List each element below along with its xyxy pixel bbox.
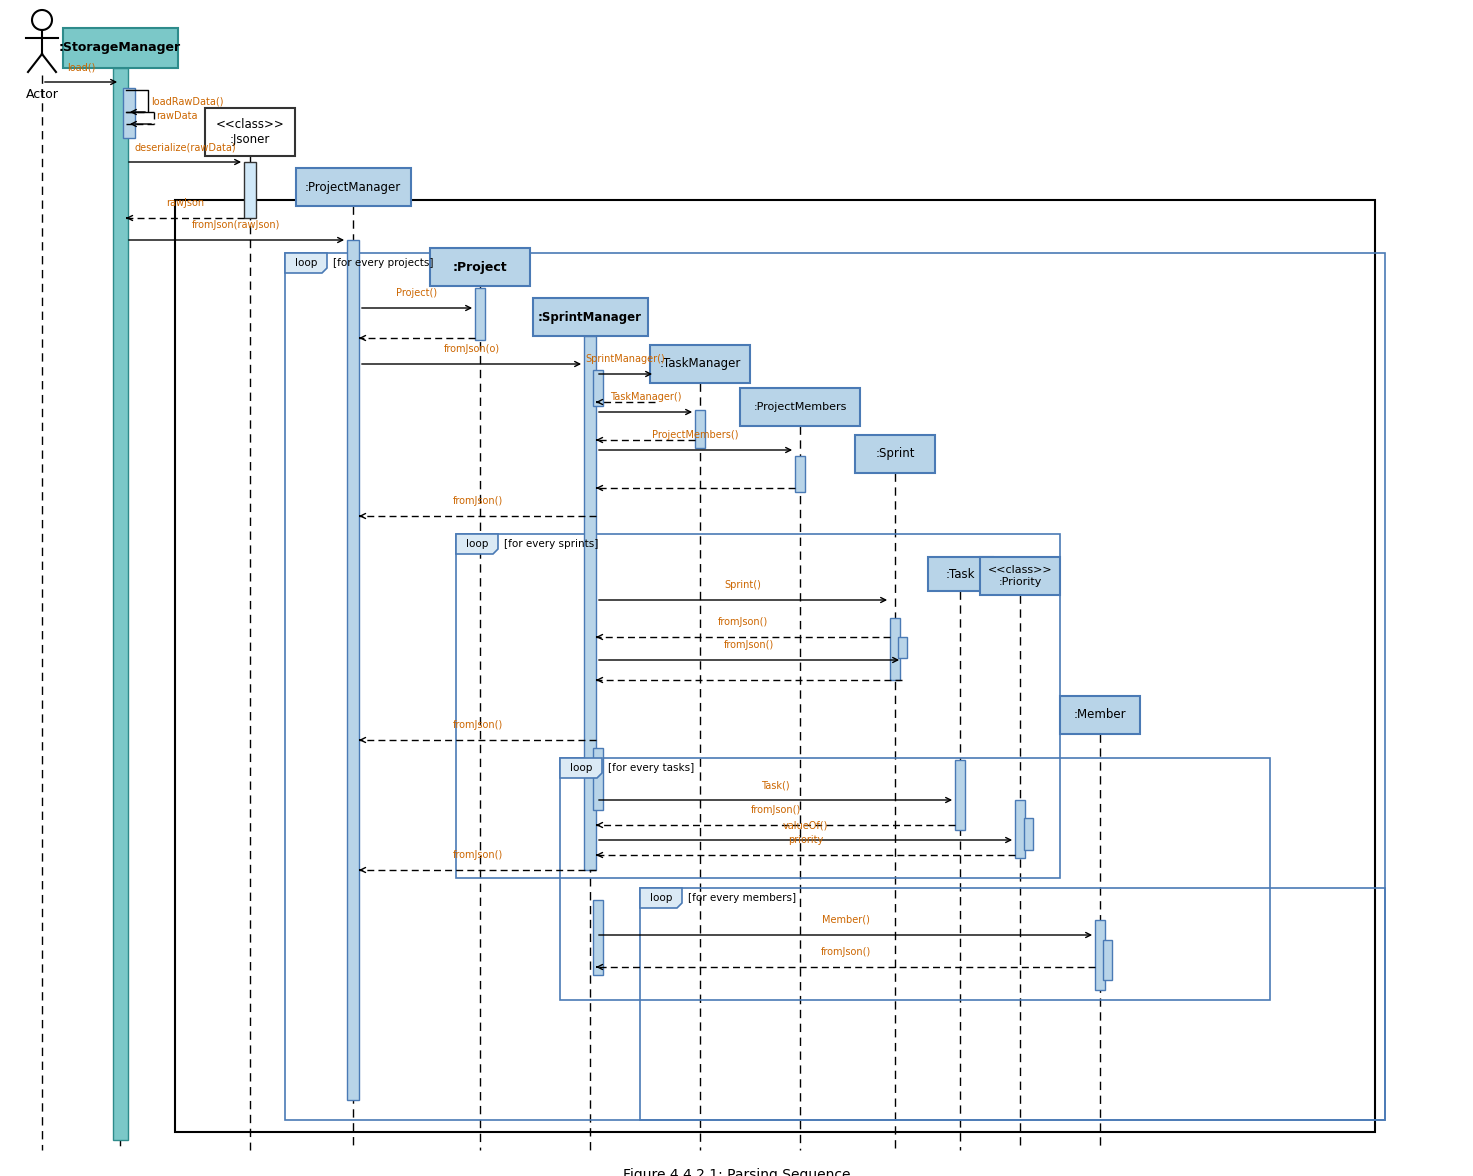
FancyBboxPatch shape (928, 557, 993, 592)
Text: SprintManager(): SprintManager() (586, 354, 666, 365)
FancyBboxPatch shape (1024, 818, 1033, 850)
Text: ProjectMembers(): ProjectMembers() (653, 430, 739, 440)
Text: Project(): Project() (396, 288, 437, 298)
FancyBboxPatch shape (1061, 696, 1140, 734)
Text: :ProjectMembers: :ProjectMembers (753, 402, 847, 412)
Text: [for every members]: [for every members] (688, 893, 795, 903)
Text: :ProjectManager: :ProjectManager (305, 180, 401, 194)
Text: :TaskManager: :TaskManager (660, 358, 741, 370)
Text: TaskManager(): TaskManager() (610, 392, 681, 402)
FancyBboxPatch shape (890, 619, 900, 680)
Text: loop: loop (570, 763, 592, 773)
Text: [for every projects]: [for every projects] (333, 258, 433, 268)
Text: fromJson(): fromJson() (452, 496, 502, 506)
FancyBboxPatch shape (795, 456, 806, 492)
Text: load(): load() (66, 62, 96, 72)
Text: fromJson(o): fromJson(o) (443, 345, 499, 354)
Polygon shape (457, 534, 498, 554)
FancyBboxPatch shape (897, 637, 906, 659)
Text: loadRawData(): loadRawData() (152, 96, 224, 106)
Text: loop: loop (650, 893, 672, 903)
Text: <<class>>
:Jsoner: <<class>> :Jsoner (215, 118, 284, 146)
Text: Figure 4.4.2.1: Parsing Sequence: Figure 4.4.2.1: Parsing Sequence (623, 1168, 850, 1176)
FancyBboxPatch shape (980, 557, 1061, 595)
FancyBboxPatch shape (1102, 940, 1112, 980)
FancyBboxPatch shape (739, 388, 860, 426)
Text: [for every sprints]: [for every sprints] (504, 539, 598, 549)
Text: priority: priority (788, 835, 823, 846)
Text: valueOf(): valueOf() (782, 820, 828, 830)
Text: fromJson(): fromJson() (452, 850, 502, 860)
FancyBboxPatch shape (205, 108, 295, 156)
Text: deserialize(rawData): deserialize(rawData) (134, 142, 236, 152)
FancyBboxPatch shape (650, 345, 750, 383)
Text: loop: loop (465, 539, 488, 549)
Text: :SprintManager: :SprintManager (538, 310, 642, 323)
Text: fromJson(): fromJson() (723, 640, 775, 650)
FancyBboxPatch shape (594, 370, 602, 406)
FancyBboxPatch shape (583, 336, 597, 870)
FancyBboxPatch shape (348, 240, 359, 1100)
Text: loop: loop (295, 258, 317, 268)
Text: rawJson: rawJson (166, 198, 205, 208)
Text: Actor: Actor (25, 88, 59, 101)
Text: :Project: :Project (452, 261, 507, 274)
Text: fromJson(): fromJson() (452, 720, 502, 730)
FancyBboxPatch shape (124, 88, 136, 138)
Text: Member(): Member() (822, 915, 869, 926)
Text: :Member: :Member (1074, 708, 1127, 722)
Polygon shape (560, 759, 602, 779)
FancyBboxPatch shape (430, 248, 530, 286)
Text: fromJson(): fromJson() (820, 947, 871, 957)
FancyBboxPatch shape (1015, 800, 1025, 858)
Text: fromJson(rawJson): fromJson(rawJson) (193, 220, 281, 230)
FancyBboxPatch shape (245, 162, 256, 218)
Text: rawData: rawData (156, 111, 197, 121)
FancyBboxPatch shape (533, 298, 648, 336)
Text: Sprint(): Sprint() (725, 580, 762, 590)
FancyBboxPatch shape (62, 28, 178, 68)
Polygon shape (639, 888, 682, 908)
FancyBboxPatch shape (1094, 920, 1105, 990)
Text: fromJson(): fromJson() (750, 806, 801, 815)
Text: <<class>>
:Priority: <<class>> :Priority (988, 566, 1052, 587)
FancyBboxPatch shape (594, 748, 602, 810)
Polygon shape (284, 253, 327, 273)
Text: fromJson(): fromJson() (717, 617, 767, 627)
Text: :Task: :Task (946, 568, 975, 581)
Text: [for every tasks]: [for every tasks] (608, 763, 694, 773)
FancyBboxPatch shape (594, 900, 602, 975)
Text: :Sprint: :Sprint (875, 448, 915, 461)
FancyBboxPatch shape (854, 435, 935, 473)
FancyBboxPatch shape (112, 68, 128, 1140)
FancyBboxPatch shape (695, 410, 706, 448)
FancyBboxPatch shape (955, 760, 965, 830)
Text: :StorageManager: :StorageManager (59, 41, 181, 54)
FancyBboxPatch shape (296, 168, 411, 206)
FancyBboxPatch shape (474, 288, 485, 340)
Text: Task(): Task() (762, 780, 790, 790)
